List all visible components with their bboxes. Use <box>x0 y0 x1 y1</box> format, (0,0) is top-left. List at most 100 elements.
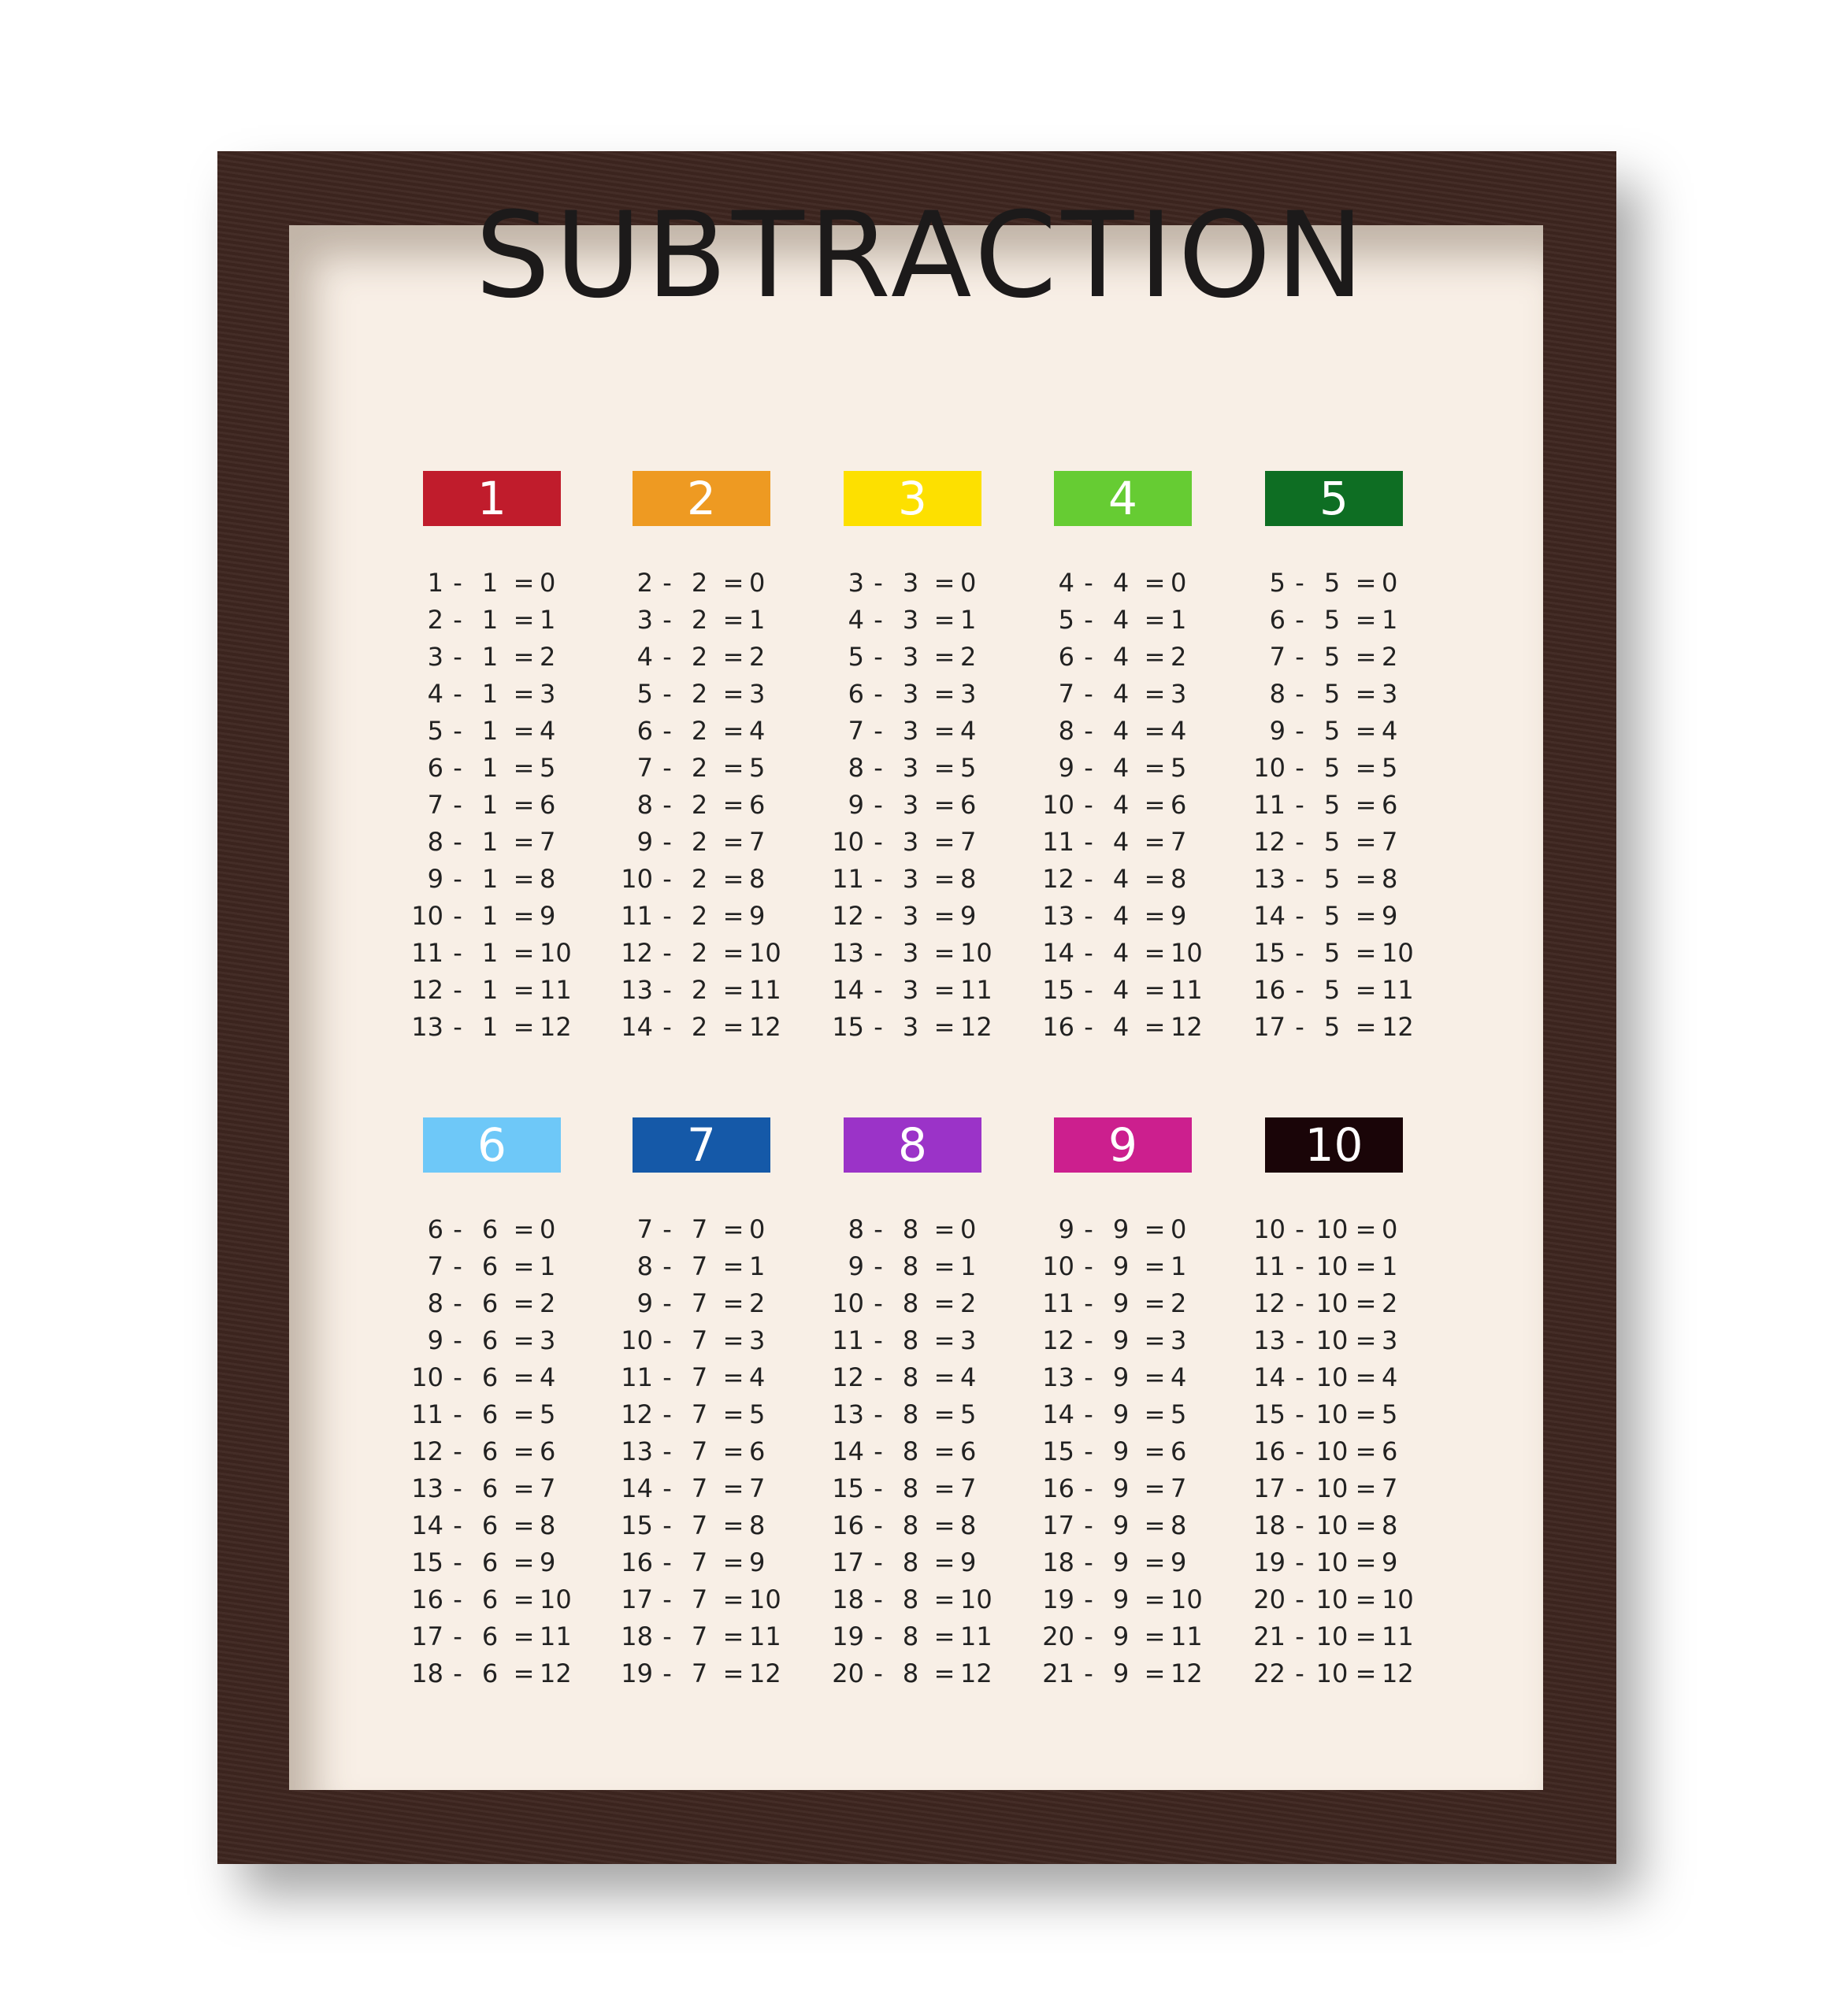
minuend: 14 <box>1042 937 1074 968</box>
equation-row: 18-9 = 9 <box>1038 1544 1207 1581</box>
minus-sign: - <box>662 1399 672 1429</box>
equation-row: 9-9 = 0 <box>1038 1210 1207 1247</box>
equation-row: 9-8 = 1 <box>828 1247 996 1284</box>
difference: 7 <box>960 826 977 857</box>
subtrahend: 3 <box>902 641 919 672</box>
subtrahend: 9 <box>1112 1547 1130 1577</box>
equation-row: 16-8 = 8 <box>828 1506 996 1544</box>
equals-sign: = <box>1355 1547 1377 1577</box>
equation-row: 5-2 = 3 <box>617 675 785 712</box>
table-header-4: 4 <box>1054 471 1192 526</box>
subtrahend: 2 <box>691 974 708 1005</box>
minuend: 13 <box>1042 1362 1074 1392</box>
minus-sign: - <box>1084 937 1093 968</box>
equals-sign: = <box>1355 567 1377 598</box>
subtrahend: 5 <box>1323 863 1341 894</box>
difference: 12 <box>749 1658 781 1688</box>
difference: 3 <box>960 678 977 709</box>
subtrahend: 4 <box>1112 863 1130 894</box>
minuend: 18 <box>411 1658 443 1688</box>
minus-sign: - <box>874 715 883 746</box>
minus-sign: - <box>453 715 462 746</box>
equals-sign: = <box>1355 974 1377 1005</box>
minuend: 9 <box>1269 715 1286 746</box>
subtrahend: 8 <box>902 1510 919 1540</box>
minuend: 12 <box>1253 826 1286 857</box>
subtrahend: 6 <box>481 1547 499 1577</box>
equation-row: 13-10 = 3 <box>1249 1321 1418 1358</box>
minuend: 17 <box>1042 1510 1074 1540</box>
difference: 2 <box>1382 1288 1398 1318</box>
difference: 3 <box>960 1325 977 1355</box>
subtrahend: 8 <box>902 1473 919 1503</box>
subtrahend: 3 <box>902 752 919 783</box>
minus-sign: - <box>1084 826 1093 857</box>
equals-sign: = <box>722 1473 744 1503</box>
minuend: 9 <box>1058 1214 1074 1244</box>
minuend: 4 <box>1058 567 1074 598</box>
equation-row: 8-7 = 1 <box>617 1247 785 1284</box>
minuend: 10 <box>411 900 443 931</box>
minuend: 5 <box>427 715 443 746</box>
subtrahend: 5 <box>1323 826 1341 857</box>
equation-row: 9-7 = 2 <box>617 1284 785 1321</box>
minuend: 11 <box>832 1325 864 1355</box>
equals-sign: = <box>933 1621 955 1651</box>
subtrahend: 10 <box>1315 1658 1349 1688</box>
difference: 8 <box>1382 863 1398 894</box>
equation-row: 16-7 = 9 <box>617 1544 785 1581</box>
equals-sign: = <box>1144 863 1166 894</box>
difference: 4 <box>1171 1362 1187 1392</box>
minuend: 3 <box>636 604 653 635</box>
equation-row: 11-2 = 9 <box>617 897 785 934</box>
equation-row: 10-8 = 2 <box>828 1284 996 1321</box>
difference: 6 <box>960 789 977 820</box>
equals-sign: = <box>933 1473 955 1503</box>
equals-sign: = <box>722 641 744 672</box>
subtrahend: 8 <box>902 1325 919 1355</box>
subtrahend: 4 <box>1112 974 1130 1005</box>
difference: 5 <box>540 752 556 783</box>
equation-row: 15-6 = 9 <box>407 1544 576 1581</box>
difference: 10 <box>749 937 781 968</box>
subtrahend: 3 <box>902 604 919 635</box>
difference: 0 <box>1382 567 1398 598</box>
equals-sign: = <box>513 1436 535 1466</box>
difference: 2 <box>749 641 766 672</box>
minus-sign: - <box>874 1473 883 1503</box>
equals-sign: = <box>1144 1399 1166 1429</box>
difference: 2 <box>1171 1288 1187 1318</box>
equation-row: 10-9 = 1 <box>1038 1247 1207 1284</box>
subtrahend: 7 <box>691 1399 708 1429</box>
difference: 4 <box>540 715 556 746</box>
equals-sign: = <box>933 1436 955 1466</box>
subtrahend: 7 <box>691 1473 708 1503</box>
minuend: 17 <box>1253 1473 1286 1503</box>
equals-sign: = <box>722 604 744 635</box>
minus-sign: - <box>874 678 883 709</box>
equation-row: 17-9 = 8 <box>1038 1506 1207 1544</box>
equals-sign: = <box>513 863 535 894</box>
subtrahend: 9 <box>1112 1362 1130 1392</box>
minus-sign: - <box>662 1325 672 1355</box>
equals-sign: = <box>722 826 744 857</box>
difference: 1 <box>1171 604 1187 635</box>
difference: 7 <box>749 1473 766 1503</box>
difference: 5 <box>1171 752 1187 783</box>
subtrahend: 8 <box>902 1399 919 1429</box>
equals-sign: = <box>1144 1621 1166 1651</box>
minus-sign: - <box>453 1547 462 1577</box>
difference: 9 <box>960 900 977 931</box>
difference: 1 <box>960 604 977 635</box>
minus-sign: - <box>1295 1288 1304 1318</box>
minuend: 15 <box>832 1011 864 1042</box>
equals-sign: = <box>513 604 535 635</box>
subtrahend: 3 <box>902 900 919 931</box>
minus-sign: - <box>1295 1621 1304 1651</box>
subtrahend: 6 <box>481 1436 499 1466</box>
minuend: 19 <box>1042 1584 1074 1614</box>
subtrahend: 9 <box>1112 1436 1130 1466</box>
difference: 11 <box>749 1621 781 1651</box>
equation-row: 15-7 = 8 <box>617 1506 785 1544</box>
difference: 6 <box>1171 1436 1187 1466</box>
